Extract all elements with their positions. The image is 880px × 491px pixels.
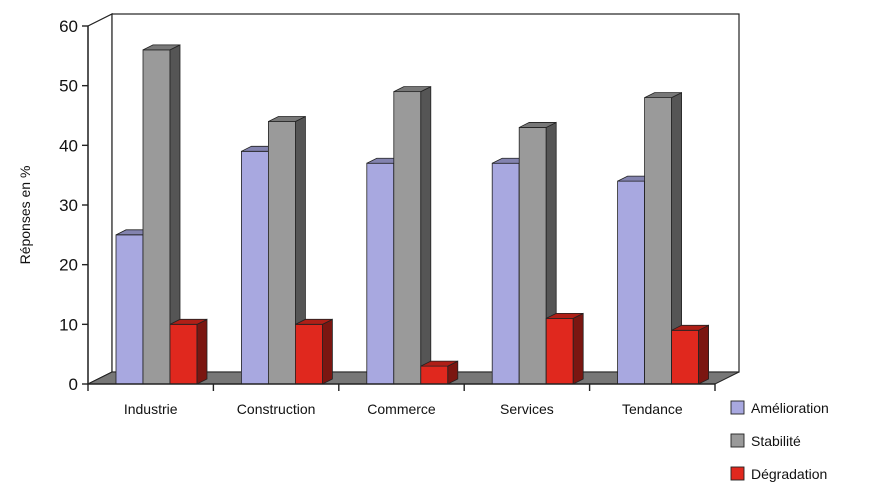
legend-item: Stabilité: [730, 433, 801, 449]
bar-Dégradation-Industrie: [169, 318, 208, 385]
legend: Amélioration Stabilité Dégradation: [730, 400, 829, 482]
legend-swatch: [730, 433, 745, 448]
y-tick-label: 50: [59, 77, 78, 96]
side-wall: [87, 13, 113, 385]
x-tick-label: Tendance: [622, 401, 683, 417]
y-axis: 0 10 20 30 40 50 60: [59, 17, 89, 394]
x-tick-label: Services: [500, 401, 554, 417]
x-tick-label: Commerce: [367, 401, 436, 417]
bar-Dégradation-Services: [545, 312, 584, 385]
bars: [115, 44, 709, 385]
legend-swatch: [730, 400, 745, 415]
bar-Dégradation-Construction: [294, 318, 333, 385]
y-tick-label: 30: [59, 196, 78, 215]
legend-swatch: [730, 466, 745, 481]
y-tick-label: 40: [59, 136, 78, 155]
y-axis-label: Réponses en %: [17, 166, 33, 265]
x-axis: Industrie Construction Commerce Services Ten…: [87, 383, 716, 417]
legend-label: Stabilité: [751, 433, 801, 449]
y-tick-label: 10: [59, 315, 78, 334]
legend-item: Dégradation: [730, 466, 827, 482]
bar-Stabilité-Commerce: [393, 85, 432, 385]
y-tick-label: 0: [69, 375, 78, 394]
bar-Stabilité-Industrie: [142, 44, 181, 385]
y-tick-label: 60: [59, 17, 78, 36]
x-tick-label: Construction: [237, 401, 316, 417]
bar-Dégradation-Commerce: [420, 360, 459, 385]
x-tick-label: Industrie: [124, 401, 178, 417]
legend-item: Amélioration: [730, 400, 829, 416]
bar-Dégradation-Tendance: [671, 324, 709, 385]
legend-label: Amélioration: [751, 400, 829, 416]
bar-Stabilité-Construction: [267, 115, 306, 385]
legend-label: Dégradation: [751, 466, 827, 482]
y-tick-label: 20: [59, 256, 78, 275]
